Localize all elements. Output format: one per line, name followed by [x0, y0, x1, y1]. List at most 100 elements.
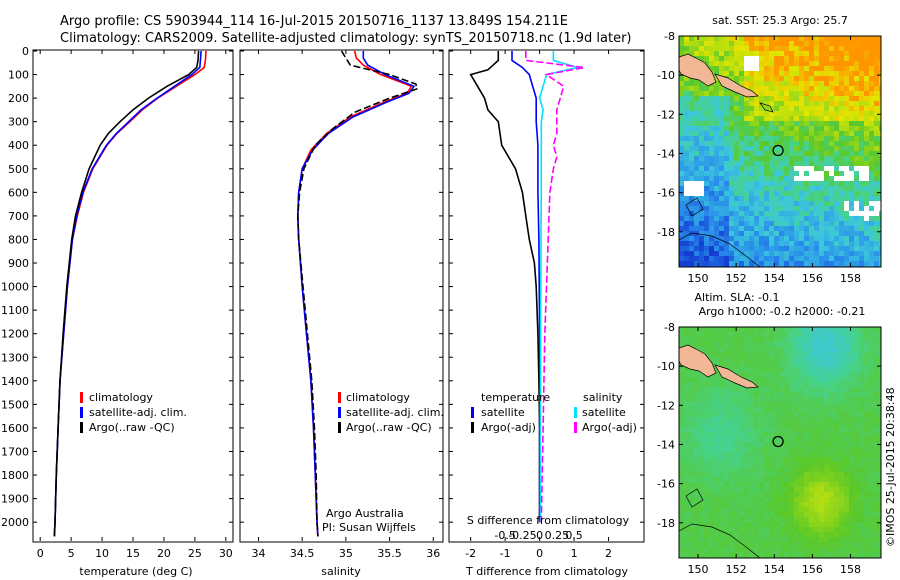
heatmap-cell	[734, 201, 740, 207]
heatmap-cell	[869, 357, 875, 363]
heatmap-cell	[844, 442, 850, 448]
heatmap-cell	[844, 467, 850, 473]
heatmap-cell	[879, 422, 881, 428]
heatmap-cell	[804, 337, 810, 343]
heatmap-cell	[844, 407, 850, 413]
heatmap-cell	[739, 226, 745, 232]
heatmap-cell	[849, 472, 855, 478]
heatmap-cell	[764, 382, 770, 388]
heatmap-cell	[729, 547, 735, 553]
heatmap-cell	[784, 537, 790, 543]
heatmap-cell	[834, 402, 840, 408]
heatmap-cell	[749, 442, 755, 448]
heatmap-cell	[764, 372, 770, 378]
heatmap-cell	[774, 537, 780, 543]
heatmap-cell	[729, 211, 735, 217]
heatmap-cell	[714, 166, 720, 172]
heatmap-cell	[714, 196, 720, 202]
difference-legend-salinity: salinity satellite Argo(-adj)	[574, 391, 637, 434]
heatmap-cell	[769, 397, 775, 403]
heatmap-cell	[709, 532, 715, 538]
heatmap-cell	[794, 231, 800, 237]
heatmap-cell	[764, 201, 770, 207]
heatmap-cell	[729, 61, 735, 67]
heatmap-cell	[794, 86, 800, 92]
heatmap-cell	[694, 527, 700, 533]
heatmap-cell	[829, 36, 835, 42]
heatmap-cell	[744, 176, 750, 182]
heatmap-cell	[854, 477, 860, 483]
heatmap-cell	[879, 156, 881, 162]
heatmap-cell	[789, 211, 795, 217]
heatmap-cell	[799, 392, 805, 398]
heatmap-cell	[774, 432, 780, 438]
heatmap-cell	[734, 382, 740, 388]
heatmap-cell	[724, 397, 730, 403]
heatmap-cell	[839, 332, 845, 338]
heatmap-cell	[774, 41, 780, 47]
heatmap-cell	[704, 332, 710, 338]
heatmap-cell	[699, 116, 705, 122]
heatmap-cell	[844, 517, 850, 523]
heatmap-cell	[794, 462, 800, 468]
heatmap-cell	[694, 141, 700, 147]
heatmap-cell	[799, 241, 805, 247]
heatmap-cell	[714, 136, 720, 142]
heatmap-cell	[869, 111, 875, 117]
heatmap-cell	[689, 46, 695, 52]
heatmap-cell	[684, 522, 690, 528]
heatmap-cell	[824, 226, 830, 232]
heatmap-cell	[729, 166, 735, 172]
heatmap-cell	[799, 432, 805, 438]
heatmap-cell	[859, 161, 865, 167]
heatmap-cell	[859, 427, 865, 433]
heatmap-cell	[744, 216, 750, 222]
heatmap-cell	[879, 66, 881, 72]
heatmap-cell	[789, 121, 795, 127]
heatmap-cell	[849, 166, 855, 172]
x-tick-label: -2	[465, 547, 476, 560]
heatmap-cell	[719, 241, 725, 247]
heatmap-cell	[724, 492, 730, 498]
heatmap-cell	[689, 81, 695, 87]
s-tick-label: -0.5	[494, 529, 515, 542]
heatmap-cell	[774, 497, 780, 503]
heatmap-cell	[709, 36, 715, 42]
heatmap-cell	[804, 261, 810, 267]
heatmap-cell	[844, 261, 850, 267]
heatmap-cell	[744, 161, 750, 167]
heatmap-cell	[794, 337, 800, 343]
heatmap-cell	[849, 256, 855, 262]
heatmap-cell	[734, 136, 740, 142]
heatmap-cell	[844, 121, 850, 127]
heatmap-cell	[879, 121, 881, 127]
heatmap-cell	[764, 141, 770, 147]
heatmap-cell	[729, 206, 735, 212]
heatmap-cell	[799, 141, 805, 147]
heatmap-cell	[854, 532, 860, 538]
heatmap-cell	[724, 61, 730, 67]
heatmap-cell	[719, 347, 725, 353]
heatmap-cell	[809, 111, 815, 117]
heatmap-cell	[824, 512, 830, 518]
heatmap-cell	[749, 407, 755, 413]
heatmap-cell	[864, 492, 870, 498]
heatmap-cell	[854, 492, 860, 498]
heatmap-cell	[764, 181, 770, 187]
heatmap-cell	[814, 457, 820, 463]
heatmap-cell	[864, 552, 870, 558]
heatmap-cell	[734, 467, 740, 473]
heatmap-cell	[814, 362, 820, 368]
heatmap-cell	[759, 111, 765, 117]
heatmap-cell	[799, 477, 805, 483]
heatmap-cell	[784, 256, 790, 262]
heatmap-cell	[849, 372, 855, 378]
heatmap-cell	[834, 86, 840, 92]
heatmap-cell	[794, 56, 800, 62]
heatmap-cell	[804, 56, 810, 62]
heatmap-cell	[864, 136, 870, 142]
heatmap-cell	[819, 156, 825, 162]
heatmap-cell	[739, 477, 745, 483]
heatmap-cell	[814, 206, 820, 212]
heatmap-cell	[839, 512, 845, 518]
